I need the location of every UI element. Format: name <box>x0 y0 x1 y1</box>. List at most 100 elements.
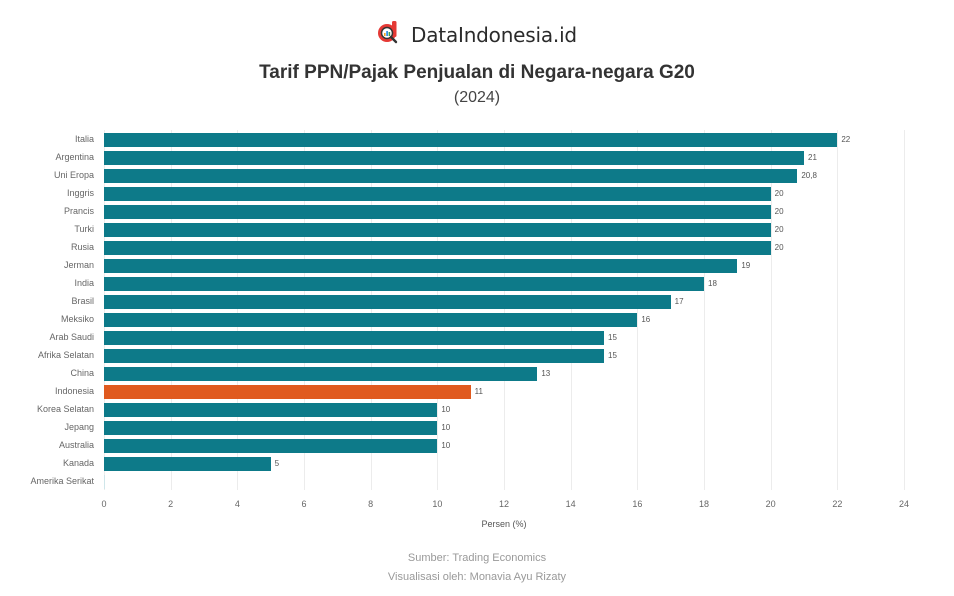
gridline <box>504 130 505 490</box>
bar-row: 19 <box>104 259 904 273</box>
bar-row: 16 <box>104 313 904 327</box>
category-label: Uni Eropa <box>53 170 94 180</box>
x-axis-label: Persen (%) <box>481 519 527 529</box>
bar[interactable] <box>104 331 604 345</box>
bar-row: 5 <box>104 457 904 471</box>
bar[interactable] <box>104 205 771 219</box>
value-label: 5 <box>274 459 280 468</box>
x-tick-label: 12 <box>498 499 510 509</box>
x-tick-label: 20 <box>765 499 776 509</box>
bar-row <box>104 475 904 489</box>
category-label: Australia <box>58 440 94 450</box>
category-label: China <box>70 368 94 378</box>
bar-row: 20,8 <box>104 169 904 183</box>
bar[interactable] <box>104 439 438 453</box>
magnifier-chart-logo-icon <box>377 20 401 49</box>
category-label: Jerman <box>63 260 94 270</box>
gridline <box>437 130 439 490</box>
category-label: Argentina <box>55 152 94 162</box>
x-tick-label: 6 <box>301 499 307 509</box>
bar[interactable] <box>104 151 804 165</box>
category-label: India <box>74 278 94 288</box>
bar[interactable] <box>104 259 738 273</box>
value-label: 11 <box>474 387 483 396</box>
category-label: Meksiko <box>60 314 94 324</box>
category-label: Kanada <box>62 458 94 468</box>
bar-row: 13 <box>104 367 904 381</box>
value-label: 13 <box>541 369 551 378</box>
bar-row: 20 <box>104 187 904 201</box>
source-note: Sumber: Trading Economics <box>407 552 547 564</box>
bar[interactable] <box>104 349 604 363</box>
x-tick-label: 4 <box>234 499 240 509</box>
category-label: Amerika Serikat <box>30 476 94 486</box>
bar[interactable] <box>104 187 771 201</box>
x-tick-label: 8 <box>368 499 374 509</box>
brand-header: DataIndonesia.id <box>0 20 954 49</box>
x-tick-label: 0 <box>101 499 107 509</box>
bar[interactable] <box>104 313 638 327</box>
bar-row: 20 <box>104 241 904 255</box>
gridline <box>104 130 105 490</box>
bar[interactable] <box>104 385 471 399</box>
category-label: Turki <box>74 224 94 234</box>
bar[interactable] <box>104 403 438 417</box>
bar-row: 15 <box>104 331 904 345</box>
gridline <box>370 130 372 490</box>
chart-title: Tarif PPN/Pajak Penjualan di Negara-nega… <box>259 62 695 83</box>
credit-note: Visualisasi oleh: Monavia Ayu Rizaty <box>387 571 567 583</box>
category-label: Arab Saudi <box>49 332 94 342</box>
bar-row: 20 <box>104 205 904 219</box>
value-label: 17 <box>674 297 684 306</box>
category-label: Prancis <box>63 206 94 216</box>
gridline <box>637 130 639 490</box>
bar-row: 10 <box>104 403 904 417</box>
value-label: 16 <box>641 315 651 324</box>
bar-row: 11 <box>104 385 904 399</box>
category-label: Rusia <box>70 242 94 252</box>
gridline <box>304 130 305 490</box>
value-label: 20 <box>774 207 784 216</box>
bar[interactable] <box>104 169 798 183</box>
category-label: Afrika Selatan <box>37 350 94 360</box>
value-label: 10 <box>441 423 451 432</box>
bar[interactable] <box>104 295 671 309</box>
value-label: 19 <box>741 261 751 270</box>
category-label: Inggris <box>66 188 94 198</box>
category-label: Korea Selatan <box>36 404 94 414</box>
bar-row: 18 <box>104 277 904 291</box>
gridline <box>570 130 572 490</box>
bar[interactable] <box>104 223 771 237</box>
x-tick-label: 16 <box>632 499 643 509</box>
value-label: 20,8 <box>801 171 817 180</box>
gridline <box>904 130 905 490</box>
bar-row: 21 <box>104 151 904 165</box>
bar[interactable] <box>104 133 838 147</box>
x-tick-label: 2 <box>168 499 174 509</box>
bar-row: 20 <box>104 223 904 237</box>
bar-row: 22 <box>104 133 904 147</box>
bar-row: 17 <box>104 295 904 309</box>
bar-row: 10 <box>104 439 904 453</box>
category-label: Italia <box>74 134 94 144</box>
brand-name: DataIndonesia.id <box>411 22 577 47</box>
bar[interactable] <box>104 277 704 291</box>
value-label: 15 <box>608 351 617 360</box>
x-tick-label: 22 <box>832 499 843 509</box>
gridline <box>770 130 772 490</box>
gridline <box>237 130 239 490</box>
gridline <box>170 130 172 490</box>
plot-area: 22 21 20,8 20 20 20 20 19 18 17 16 15 15 13 11 10 10 10 5 <box>104 130 905 490</box>
x-tick-label: 18 <box>698 499 710 509</box>
value-label: 20 <box>774 243 784 252</box>
x-tick-label: 14 <box>565 499 576 509</box>
value-label: 20 <box>774 189 784 198</box>
x-tick-label: 10 <box>432 499 443 509</box>
value-label: 15 <box>608 333 617 342</box>
bar[interactable] <box>104 475 105 489</box>
bar[interactable] <box>104 457 271 471</box>
bar[interactable] <box>104 241 771 255</box>
bar[interactable] <box>104 367 538 381</box>
chart-subtitle: (2024) <box>453 89 501 106</box>
bar[interactable] <box>104 421 438 435</box>
